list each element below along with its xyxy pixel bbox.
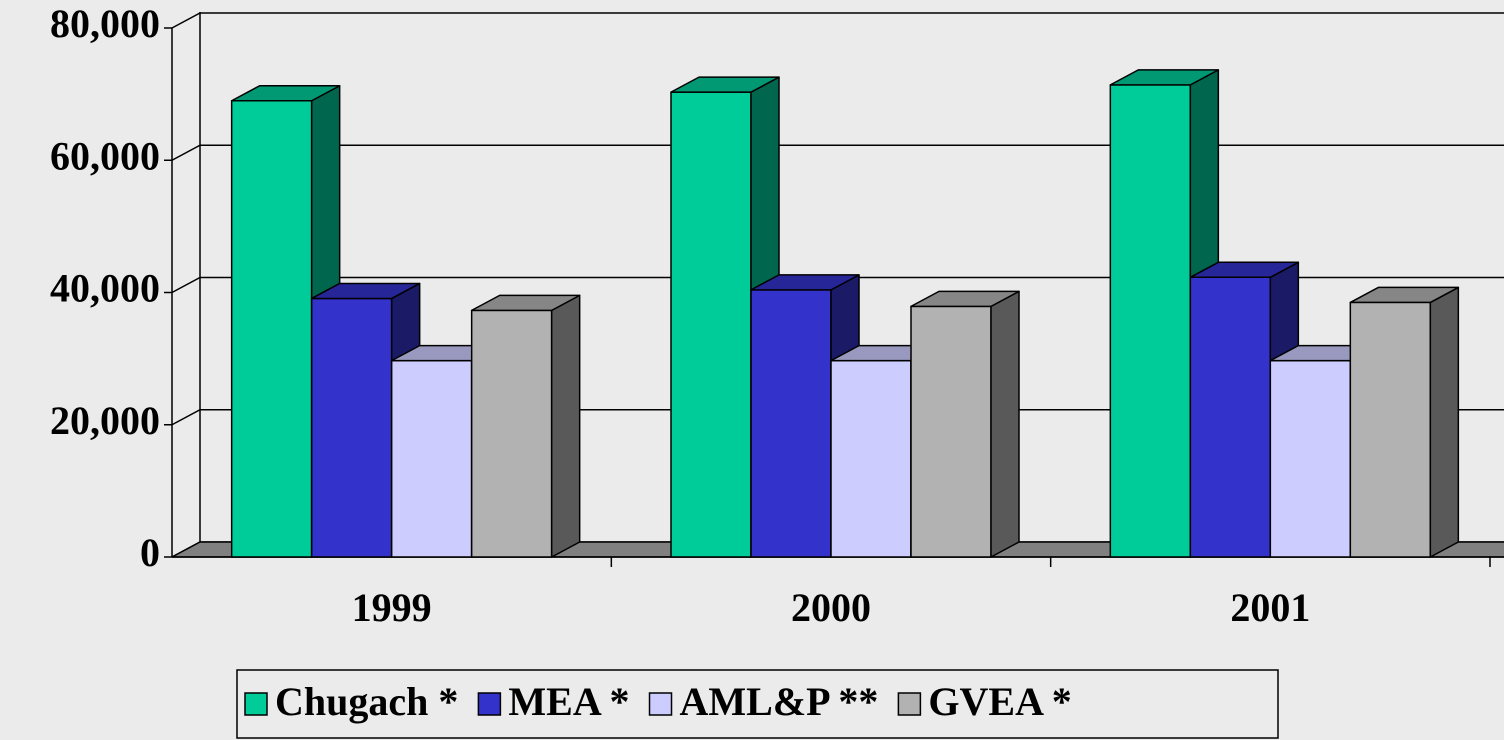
bar-top (470, 294, 581, 312)
bar-top (750, 274, 860, 291)
bar-top (310, 282, 421, 300)
legend-label: AML&P ** (680, 679, 879, 724)
x-tick-label: 1999 (352, 585, 432, 630)
y-tick-label: 20,000 (50, 398, 160, 443)
bar (470, 309, 553, 558)
bar (670, 91, 752, 558)
bar-top (1109, 69, 1220, 86)
bar (390, 359, 473, 558)
grid-line (171, 409, 1504, 426)
bar (750, 289, 832, 558)
bar (230, 99, 313, 558)
legend-swatch (477, 692, 502, 716)
x-tick-label: 2001 (1230, 585, 1310, 630)
legend-swatch (897, 692, 922, 716)
grid-line (171, 144, 1504, 161)
bar (1269, 359, 1352, 558)
bar-top (1189, 261, 1300, 279)
bar (310, 297, 393, 558)
y-tick-label: 60,000 (50, 133, 160, 178)
bar-side (550, 294, 581, 558)
legend-box (236, 669, 1279, 739)
grid-line (171, 12, 1504, 29)
legend-label: MEA * (508, 679, 629, 724)
legend-label: Chugach * (275, 679, 458, 724)
grid-line (171, 276, 1504, 294)
x-tick-label: 2000 (791, 585, 871, 630)
bar (1109, 84, 1192, 558)
bar-side (990, 290, 1020, 558)
bar-side (1429, 286, 1460, 558)
legend-label: GVEA * (928, 679, 1071, 724)
bar (910, 305, 992, 558)
bar-top (1349, 286, 1460, 304)
bar-top (910, 290, 1020, 308)
legend-swatch (244, 692, 268, 716)
bar (1349, 301, 1432, 558)
bar (830, 359, 912, 558)
legend-swatch (648, 692, 673, 716)
y-tick-label: 0 (140, 530, 160, 575)
bar-top (670, 76, 780, 93)
y-tick-label: 40,000 (50, 266, 160, 311)
y-tick-label: 80,000 (50, 1, 160, 46)
bar-top (230, 84, 341, 102)
bar (1189, 276, 1272, 558)
